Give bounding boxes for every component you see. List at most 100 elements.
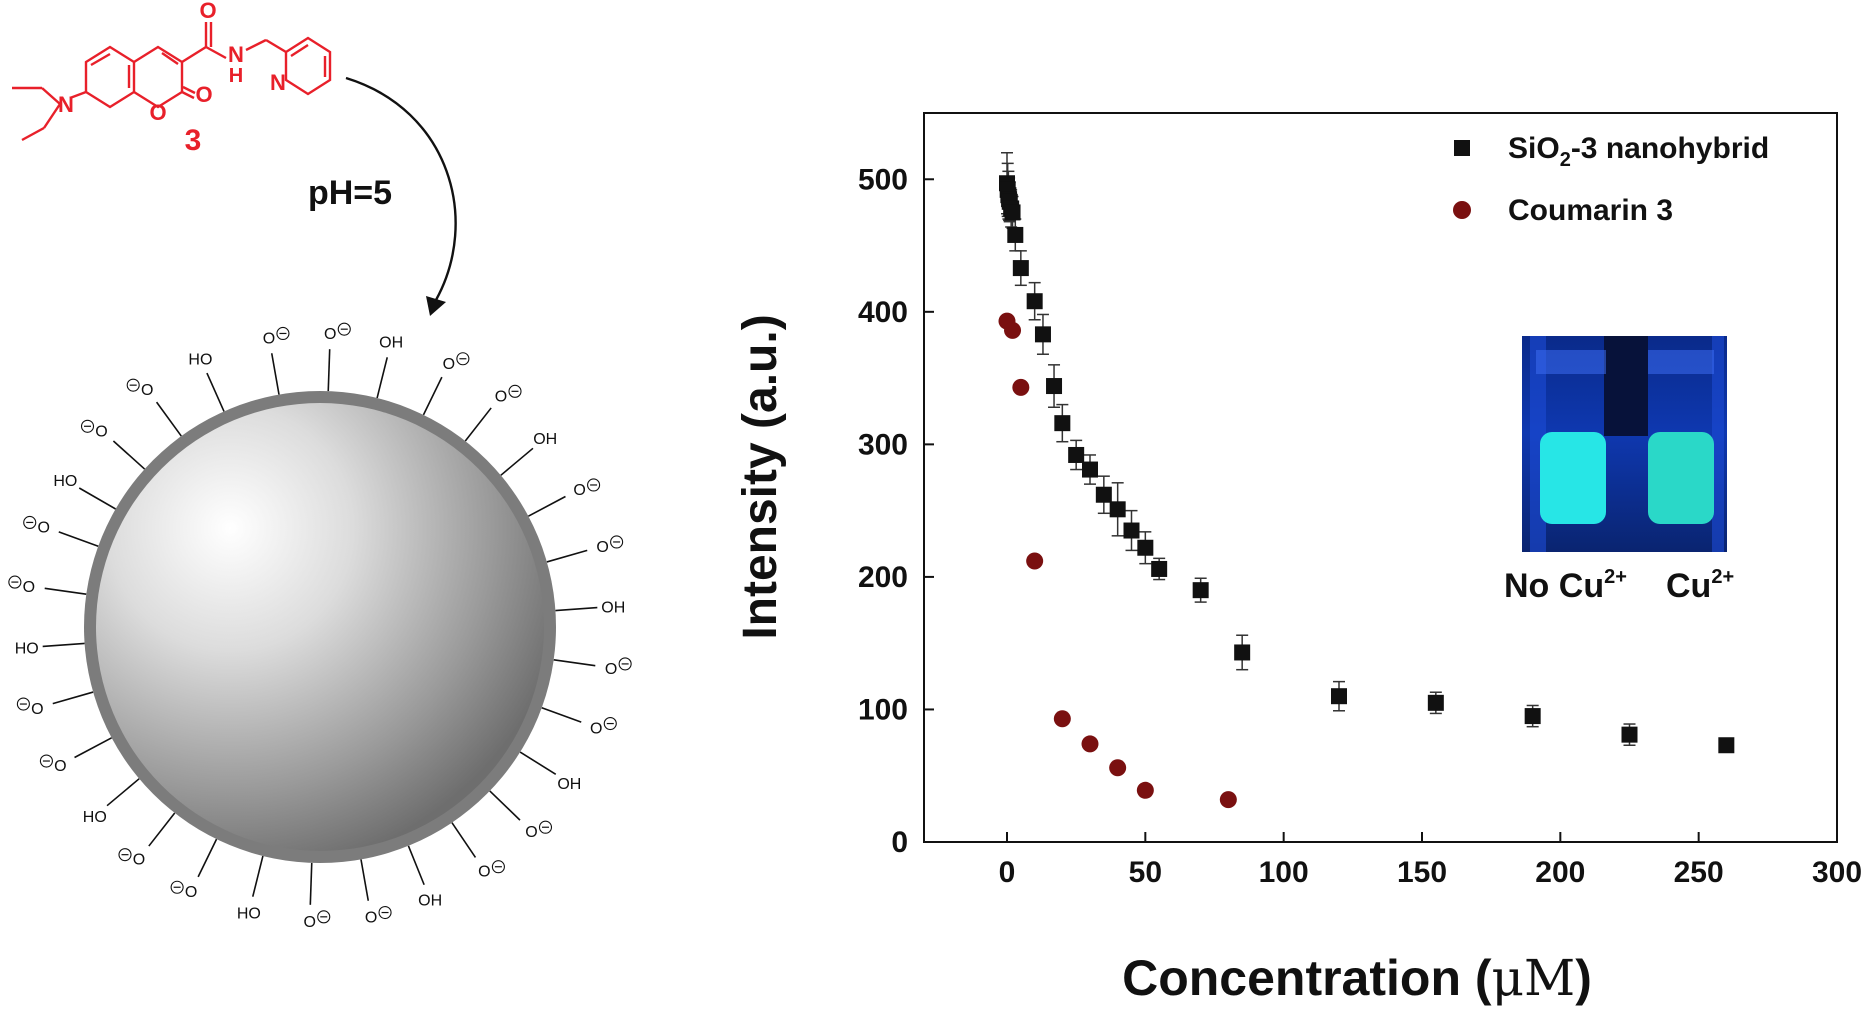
- coumarin-point: [1081, 735, 1099, 753]
- oxide-group: O: [23, 579, 35, 596]
- oxide-group: O: [141, 382, 153, 399]
- nanohybrid-point: [1123, 522, 1140, 539]
- oxide-group: O: [31, 701, 43, 718]
- x-tick-label: 300: [1812, 856, 1862, 889]
- nanohybrid-point: [1151, 560, 1168, 577]
- negative-charge-icon: [317, 910, 331, 924]
- surface-bond: [42, 642, 85, 648]
- negative-charge-icon: [508, 384, 522, 398]
- legend-marker-circle: [1453, 201, 1471, 219]
- nanohybrid-point: [1034, 326, 1051, 343]
- y-tick-label: 500: [858, 163, 908, 196]
- atom-n-amide: N: [228, 42, 244, 67]
- atom-n-pyridine: N: [270, 70, 286, 95]
- negative-charge-icon: [456, 352, 470, 366]
- nanohybrid-point: [1046, 378, 1063, 395]
- surface-bond: [148, 812, 176, 847]
- nanohybrid-point: [1234, 644, 1251, 661]
- hydroxyl-group: OH: [418, 893, 442, 910]
- series-nanohybrid: [999, 175, 1735, 754]
- hydroxyl-group: OH: [379, 335, 403, 352]
- oxide-group: O: [365, 910, 377, 927]
- hydroxyl-group: OH: [601, 599, 625, 616]
- x-tick-label: 50: [1129, 856, 1162, 889]
- atom-o-carbonyl: O: [199, 0, 216, 23]
- surface-bond: [376, 357, 389, 399]
- oxide-group: O: [596, 539, 608, 556]
- arrow-condition-label: pH=5: [308, 174, 392, 212]
- legend: SiO2-3 nanohybrid Coumarin 3: [1453, 132, 1769, 227]
- surface-bond: [106, 778, 140, 807]
- hydroxyl-group: HO: [53, 473, 77, 490]
- legend-label-coumarin: Coumarin 3: [1508, 194, 1673, 227]
- vial-cap-left: [1536, 350, 1606, 374]
- negative-charge-icon: [378, 905, 392, 920]
- legend-marker-square: [1454, 140, 1470, 156]
- surface-bond: [78, 487, 117, 510]
- oxide-group: O: [185, 884, 197, 901]
- nanohybrid-point: [1054, 415, 1071, 432]
- surface-bond: [44, 587, 87, 595]
- x-tick-label: 200: [1535, 856, 1585, 889]
- oxide-group: O: [263, 330, 275, 347]
- surface-bond: [528, 495, 566, 517]
- negative-charge-icon: [337, 322, 351, 336]
- negative-charge-icon: [39, 754, 53, 768]
- hydroxyl-group: HO: [188, 351, 212, 368]
- y-tick-label: 300: [858, 428, 908, 461]
- nanohybrid-point: [1007, 226, 1024, 243]
- nanohybrid-point: [1095, 486, 1112, 503]
- nanohybrid-point: [1082, 461, 1098, 478]
- oxide-group: O: [324, 326, 336, 343]
- hydroxyl-group: HO: [15, 641, 39, 658]
- arrowhead-icon: [426, 296, 446, 316]
- vial-no-copper: [1540, 432, 1606, 524]
- vial-cap-right: [1648, 350, 1714, 374]
- hydroxyl-group: HO: [83, 809, 107, 826]
- y-axis-label: Intensity (a.u.): [734, 314, 787, 639]
- oxide-group: O: [38, 519, 50, 536]
- plot-frame: [923, 112, 1838, 843]
- atom-o-lactone: O: [195, 82, 212, 107]
- series-coumarin: [998, 312, 1237, 809]
- negative-charge-icon: [126, 378, 140, 392]
- x-tick-label: 250: [1674, 856, 1724, 889]
- coumarin-point: [1109, 759, 1127, 777]
- oxide-group: O: [95, 423, 107, 440]
- y-tick-label: 400: [858, 296, 908, 329]
- oxide-group: O: [54, 758, 66, 775]
- negative-charge-icon: [587, 478, 601, 492]
- surface-bond: [155, 401, 182, 437]
- inset-label-copper: Cu2+: [1666, 566, 1734, 605]
- negative-charge-icon: [80, 419, 95, 433]
- surface-bond: [500, 447, 534, 476]
- coumarin-point: [1004, 321, 1022, 339]
- atom-h-amide: H: [229, 65, 243, 87]
- nanohybrid-point: [1621, 726, 1638, 743]
- negative-charge-icon: [603, 717, 617, 731]
- nanohybrid-point: [1427, 694, 1444, 711]
- oxide-group: O: [590, 721, 602, 738]
- coumarin-point: [1026, 552, 1044, 570]
- x-tick-label: 150: [1397, 856, 1447, 889]
- coumarin-point: [1136, 781, 1154, 799]
- nanohybrid-point: [1524, 708, 1541, 725]
- hydroxyl-group: OH: [533, 431, 557, 448]
- nanohybrid-point: [1718, 737, 1735, 754]
- oxide-group: O: [495, 388, 507, 405]
- negative-charge-icon: [8, 575, 22, 589]
- hydroxyl-group: HO: [237, 905, 261, 922]
- nanohybrid-point: [1004, 204, 1021, 221]
- nanohybrid-point: [1026, 293, 1043, 310]
- coumarin-point: [1053, 710, 1071, 728]
- y-tick-label: 100: [858, 693, 908, 726]
- surface-bond: [541, 706, 582, 723]
- compound-number: 3: [185, 124, 202, 157]
- y-tick-label: 200: [858, 561, 908, 594]
- x-axis-label: Concentration (μM): [1122, 949, 1592, 1007]
- nanohybrid-point: [1192, 582, 1209, 599]
- coumarin-point: [1012, 378, 1030, 396]
- surface-bond: [58, 531, 99, 548]
- oxide-group: O: [605, 661, 617, 678]
- legend-label-nanohybrid: SiO2-3 nanohybrid: [1508, 132, 1769, 171]
